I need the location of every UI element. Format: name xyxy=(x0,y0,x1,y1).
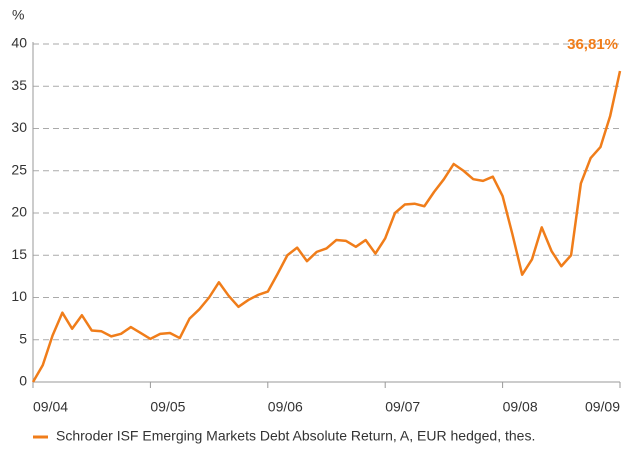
y-tick-label: 25 xyxy=(11,161,27,177)
x-tick-label: 09/05 xyxy=(150,399,185,415)
line xyxy=(31,70,622,383)
legend-label: Schroder ISF Emerging Markets Debt Absol… xyxy=(56,428,535,444)
y-tick-label: 40 xyxy=(11,35,27,51)
y-tick-label: 0 xyxy=(19,373,27,389)
y-axis-label: % xyxy=(12,7,24,23)
y-tick-label: 5 xyxy=(19,330,27,346)
x-tick-label: 09/07 xyxy=(385,399,420,415)
y-tick-label: 10 xyxy=(11,288,27,304)
end-label: 36,81% xyxy=(567,36,618,53)
y-tick-label: 15 xyxy=(11,246,27,262)
y-tick-label: 30 xyxy=(11,119,27,135)
y-tick-label: 20 xyxy=(11,204,27,220)
y-tick-label: 35 xyxy=(11,77,27,93)
x-tick-label: 09/09 xyxy=(585,399,620,415)
x-tick-label: 09/04 xyxy=(33,399,68,415)
x-tick-label: 09/06 xyxy=(268,399,303,415)
x-tick-label: 09/08 xyxy=(503,399,538,415)
